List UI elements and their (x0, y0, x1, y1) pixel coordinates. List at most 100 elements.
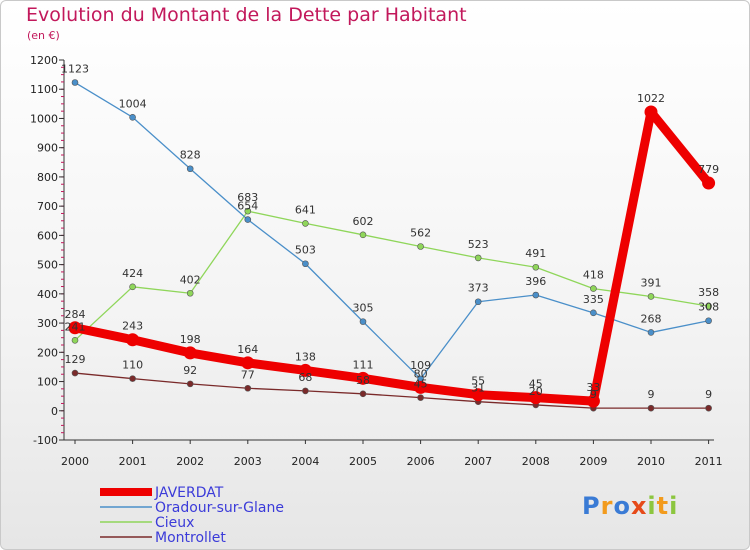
data-point (129, 375, 136, 382)
data-point (186, 289, 194, 297)
y-tick-label: 500 (37, 259, 58, 272)
y-tick-label: 600 (37, 229, 58, 242)
data-label: 68 (298, 371, 312, 384)
logo-letter: i (669, 492, 679, 520)
data-label: 45 (414, 378, 428, 391)
data-label: 602 (353, 215, 374, 228)
data-label: 683 (237, 191, 258, 204)
legend-entry-label: Cieux (155, 515, 194, 531)
data-label: 111 (353, 358, 374, 371)
series-line-Oradour-sur-Glane (74, 81, 710, 380)
data-point (705, 404, 712, 412)
data-point (244, 216, 252, 223)
logo-letter: o (613, 492, 631, 520)
data-label: 391 (641, 276, 662, 289)
chart-title: Evolution du Montant de la Dette par Hab… (26, 4, 467, 26)
data-point (186, 380, 194, 388)
data-label: 828 (180, 149, 201, 162)
data-point (647, 329, 655, 336)
data-label: 1022 (637, 92, 665, 105)
data-label: 77 (241, 368, 255, 381)
data-point (183, 346, 197, 360)
data-label: 424 (122, 267, 143, 280)
data-label: 654 (237, 200, 258, 213)
data-point (71, 369, 79, 377)
data-point (705, 302, 712, 310)
logo-letter: i (647, 492, 657, 520)
data-point (241, 356, 255, 370)
data-label: 31 (471, 382, 485, 395)
logo-letter: r (600, 492, 614, 520)
y-tick-label: 1200 (30, 54, 58, 67)
data-label: 164 (237, 343, 258, 356)
y-tick-label: 800 (37, 171, 58, 184)
data-point (302, 220, 309, 227)
x-tick-label: 2002 (176, 455, 204, 468)
data-label: 641 (295, 203, 316, 216)
data-label: 358 (698, 286, 719, 299)
data-point (644, 105, 658, 119)
data-label: 33 (586, 381, 600, 394)
legend-entry-label: Oradour-sur-Glane (155, 500, 284, 516)
data-label: 491 (525, 247, 546, 260)
y-tick-label: 200 (37, 346, 58, 359)
data-point (532, 291, 540, 299)
legend-entry-label: Montrollet (155, 530, 226, 546)
data-point (417, 243, 424, 250)
x-tick-label: 2010 (637, 455, 665, 468)
y-tick-label: 1000 (30, 112, 58, 125)
data-label: 503 (295, 244, 316, 257)
data-point (126, 333, 140, 347)
x-tick-label: 2011 (695, 455, 723, 468)
y-tick-label: 100 (37, 376, 58, 389)
data-point (417, 394, 424, 401)
logo-letter: t (656, 492, 670, 520)
x-tick-label: 2004 (291, 455, 319, 468)
data-label: 1123 (61, 63, 89, 76)
data-label: 138 (295, 350, 316, 363)
data-point (356, 371, 370, 385)
data-point (705, 317, 712, 325)
data-label: 418 (583, 269, 604, 282)
data-point (474, 254, 482, 262)
data-point (359, 318, 367, 325)
data-label: 402 (180, 273, 201, 286)
data-label: 373 (468, 282, 489, 295)
y-tick-label: 700 (37, 200, 58, 213)
data-label: 268 (641, 312, 662, 325)
y-tick-label: 0 (51, 405, 58, 418)
data-label: 1004 (119, 97, 147, 110)
data-point (129, 113, 136, 121)
x-tick-label: 2006 (407, 455, 435, 468)
data-point (474, 298, 482, 306)
data-point (590, 285, 597, 292)
series-lines (68, 79, 716, 412)
x-tick-label: 2000 (61, 455, 89, 468)
x-tick-label: 2009 (579, 455, 607, 468)
data-point (359, 231, 367, 239)
data-point (302, 387, 309, 395)
y-tick-label: 900 (37, 142, 58, 155)
logo-letter: P (582, 492, 601, 520)
series-line-Cieux (74, 210, 710, 341)
x-tick-label: 2001 (119, 455, 147, 468)
data-point (129, 283, 136, 291)
x-tick-label: 2007 (464, 455, 492, 468)
x-tick-label: 2008 (522, 455, 550, 468)
data-label: 243 (122, 320, 143, 333)
data-label: 129 (65, 353, 86, 366)
data-point (590, 309, 597, 317)
logo-letter: x (630, 492, 648, 520)
data-label: 284 (65, 308, 86, 321)
data-point (532, 263, 540, 271)
data-point (68, 321, 82, 335)
data-label: 20 (529, 385, 543, 398)
data-point (186, 165, 194, 173)
data-label: 45 (529, 378, 543, 391)
data-point (702, 176, 716, 190)
data-label: 779 (698, 163, 719, 176)
x-tick-label: 2003 (234, 455, 262, 468)
data-point (471, 388, 485, 402)
